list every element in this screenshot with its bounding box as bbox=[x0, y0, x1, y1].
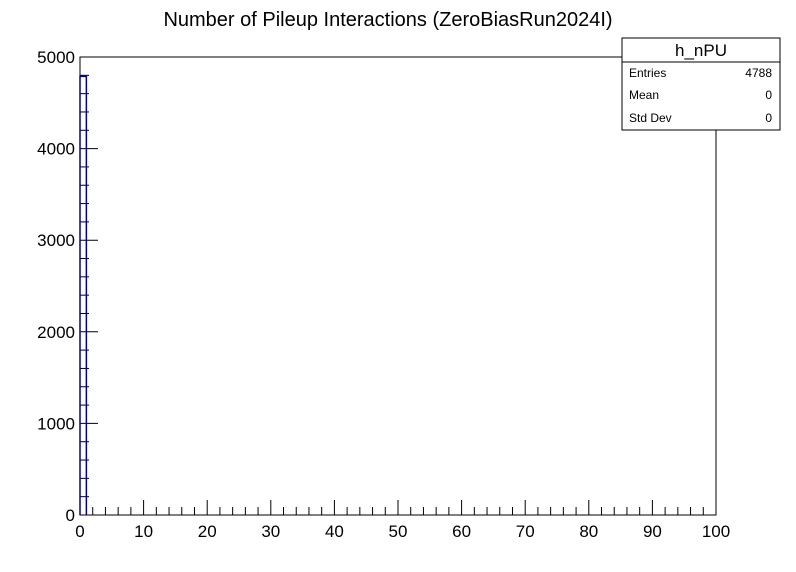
x-tick-label: 90 bbox=[643, 522, 662, 541]
x-tick-label: 10 bbox=[134, 522, 153, 541]
x-tick-label: 30 bbox=[261, 522, 280, 541]
y-tick-label: 5000 bbox=[37, 48, 75, 67]
stats-entries-label: Entries bbox=[629, 66, 666, 80]
x-tick-label: 100 bbox=[702, 522, 730, 541]
x-tick-label: 50 bbox=[389, 522, 408, 541]
x-tick-label: 70 bbox=[516, 522, 535, 541]
y-tick-label: 2000 bbox=[37, 323, 75, 342]
stats-entries-value: 4788 bbox=[745, 66, 772, 80]
x-tick-label: 60 bbox=[452, 522, 471, 541]
plot-frame bbox=[79, 56, 717, 516]
stats-stddev-value: 0 bbox=[765, 111, 772, 125]
x-tick-label: 40 bbox=[325, 522, 344, 541]
stats-title: h_nPU bbox=[675, 41, 727, 60]
x-tick-label: 80 bbox=[579, 522, 598, 541]
stats-stddev-label: Std Dev bbox=[629, 111, 672, 125]
chart-title: Number of Pileup Interactions (ZeroBiasR… bbox=[163, 9, 612, 31]
stats-mean-label: Mean bbox=[629, 88, 659, 102]
y-tick-label: 1000 bbox=[37, 414, 75, 433]
x-tick-label: 20 bbox=[198, 522, 217, 541]
y-tick-label: 0 bbox=[66, 506, 75, 525]
y-tick-label: 4000 bbox=[37, 140, 75, 159]
x-tick-label: 0 bbox=[75, 522, 84, 541]
stats-mean-value: 0 bbox=[765, 88, 772, 102]
y-tick-label: 3000 bbox=[37, 231, 75, 250]
histogram-bin bbox=[79, 75, 88, 515]
stats-box: h_nPU Entries 4788 Mean 0 Std Dev 0 bbox=[621, 37, 781, 131]
